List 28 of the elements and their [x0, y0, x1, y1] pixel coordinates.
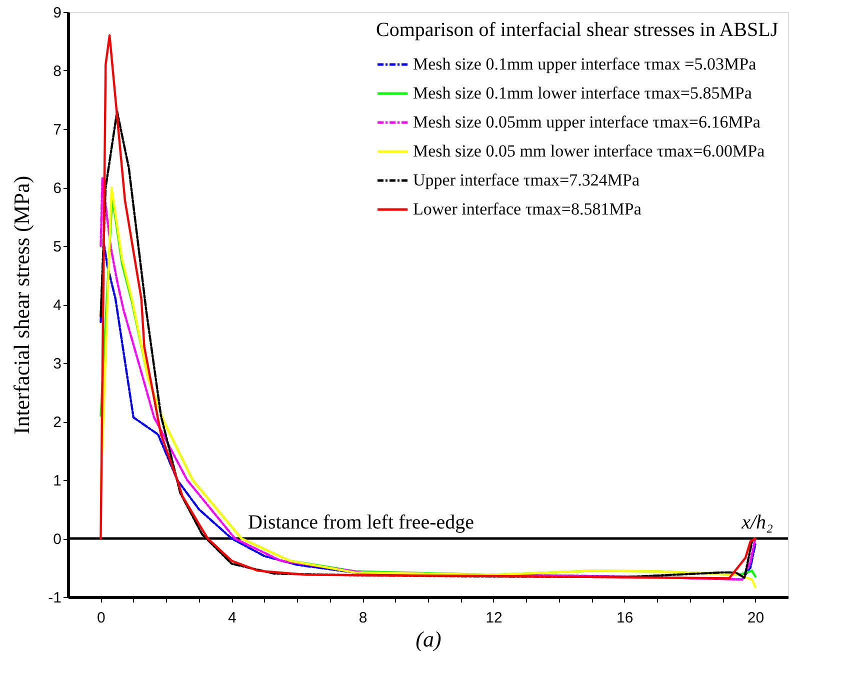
y-tick-label: 1 [53, 472, 62, 490]
x-axis-title: (a) [416, 626, 442, 652]
legend-title: Comparison of interfacial shear stresses in ABSLJ [376, 19, 778, 41]
y-tick-label: 0 [53, 531, 62, 548]
y-tick-label: -1 [48, 590, 62, 606]
y-tick-label: 5 [53, 238, 62, 256]
annotation: x/h₂ [740, 512, 774, 534]
y-tick-label: 6 [53, 180, 62, 197]
x-tick-label: 12 [486, 610, 502, 626]
y-tick-label: 7 [53, 122, 62, 138]
y-tick-label: 9 [53, 4, 62, 22]
legend-label: Upper interface τmax=7.324MPa [413, 170, 640, 190]
y-tick-label: 2 [53, 414, 62, 431]
legend-label: Lower interface τmax=8.581MPa [413, 200, 642, 218]
y-tick-label: 4 [53, 297, 62, 314]
legend-label: Mesh size 0.1mm lower interface τmax=5.85MPa [413, 84, 752, 102]
x-tick-label: 8 [358, 610, 368, 626]
x-tick-label: 16 [616, 610, 634, 626]
x-tick-label: 20 [747, 610, 764, 626]
y-tick-label: 3 [53, 356, 62, 372]
y-axis-title: Interfacial shear stress (MPa) [9, 176, 34, 434]
legend-label: Mesh size 0.1mm upper interface τmax =5.03MPa [413, 54, 757, 74]
x-tick-label: 0 [97, 610, 106, 626]
legend-label: Mesh size 0.05mm upper interface τmax=6.16MPa [413, 112, 761, 132]
ref-line-label: Distance from left free-edge [248, 512, 474, 534]
y-tick-label: 8 [53, 63, 62, 80]
x-tick-label: 4 [228, 610, 236, 626]
legend-label: Mesh size 0.05 mm lower interface τmax=6.00MPa [413, 142, 766, 160]
